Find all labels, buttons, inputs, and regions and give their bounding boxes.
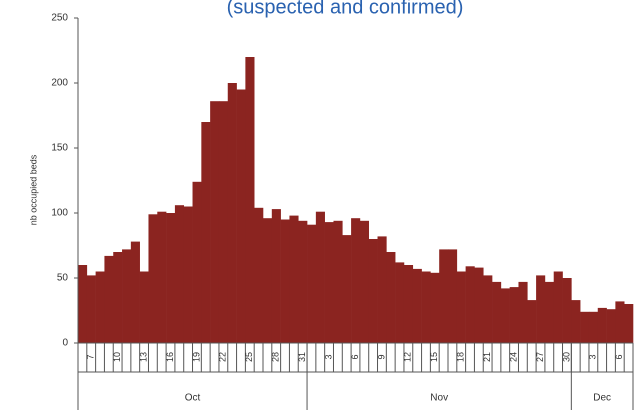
bar	[315, 211, 325, 343]
bar	[553, 271, 563, 343]
bar	[148, 214, 158, 343]
bar	[342, 235, 352, 343]
bar	[588, 311, 599, 343]
x-tick-label: 7	[86, 354, 96, 359]
bar	[465, 266, 475, 343]
y-axis-label: nb occupied beds	[28, 154, 38, 225]
bar	[359, 220, 370, 343]
bar	[421, 271, 431, 343]
y-tick-label: 250	[51, 13, 68, 24]
x-tick-label: 18	[456, 352, 466, 362]
bar	[183, 206, 193, 343]
bar	[377, 236, 387, 343]
x-tick-label: 24	[508, 352, 518, 362]
bar	[130, 241, 140, 343]
bar	[368, 239, 378, 343]
x-tick-label: 31	[297, 352, 307, 362]
month-label: Nov	[430, 393, 448, 404]
bar	[201, 122, 211, 343]
bar	[157, 211, 167, 343]
x-tick-label: 21	[482, 352, 492, 362]
bar	[439, 249, 449, 343]
x-tick-label: 9	[376, 354, 386, 359]
bar	[474, 267, 484, 343]
bar	[210, 101, 220, 343]
bar	[245, 57, 255, 343]
bar	[386, 252, 396, 343]
bar	[395, 262, 405, 343]
bar	[412, 268, 422, 343]
bar	[139, 271, 149, 343]
bar	[218, 101, 229, 343]
bar	[518, 281, 528, 343]
bar	[430, 272, 440, 343]
bar	[86, 275, 96, 343]
x-tick-label: 3	[323, 354, 333, 359]
bar	[307, 224, 317, 343]
bar	[192, 181, 202, 343]
bar	[597, 307, 607, 343]
x-tick-label: 25	[244, 352, 254, 362]
bar	[580, 311, 590, 343]
bar	[166, 213, 176, 343]
month-label: Oct	[185, 393, 201, 404]
month-label: Dec	[593, 393, 611, 404]
x-tick-label: 3	[588, 354, 598, 359]
bar	[174, 205, 185, 343]
bar	[562, 278, 572, 343]
bar	[615, 301, 625, 343]
x-tick-label: 27	[535, 352, 545, 362]
bar	[456, 271, 466, 343]
x-tick-label: 6	[350, 354, 360, 359]
bar	[271, 209, 281, 343]
bar	[289, 215, 299, 343]
y-tick-label: 100	[51, 208, 68, 219]
bar	[298, 220, 308, 343]
bar	[78, 265, 88, 343]
bar	[403, 265, 414, 343]
x-tick-label: 15	[429, 352, 439, 362]
bar	[122, 249, 132, 343]
bar	[448, 249, 458, 343]
bar	[95, 271, 105, 343]
bar	[254, 207, 264, 343]
y-tick-label: 150	[51, 143, 68, 154]
bar	[500, 288, 510, 343]
x-tick-label: 19	[191, 352, 201, 362]
bar	[324, 222, 334, 343]
x-tick-label: 16	[165, 352, 175, 362]
bar	[509, 287, 519, 343]
bar	[227, 83, 237, 343]
x-tick-label: 6	[614, 354, 624, 359]
y-tick-label: 50	[57, 273, 69, 284]
bar	[571, 300, 581, 343]
x-tick-label: 12	[403, 352, 413, 362]
bar	[527, 300, 537, 343]
bar	[333, 220, 343, 343]
x-tick-label: 28	[271, 352, 281, 362]
bar	[351, 218, 361, 343]
bar	[104, 255, 114, 343]
chart-title: (suspected and confirmed)	[227, 0, 464, 18]
bar	[280, 219, 290, 343]
bar	[544, 281, 555, 343]
x-tick-label: 13	[138, 352, 148, 362]
x-tick-label: 30	[561, 352, 571, 362]
bar	[606, 309, 616, 343]
x-tick-label: 10	[112, 352, 122, 362]
bar	[624, 304, 634, 343]
bar	[536, 275, 546, 343]
bar	[263, 218, 273, 343]
bar	[236, 89, 246, 343]
bar	[483, 275, 493, 343]
bar	[492, 281, 502, 343]
y-tick-label: 200	[51, 78, 68, 89]
y-tick-label: 0	[62, 338, 68, 349]
bar	[113, 252, 123, 343]
x-tick-label: 22	[218, 352, 228, 362]
